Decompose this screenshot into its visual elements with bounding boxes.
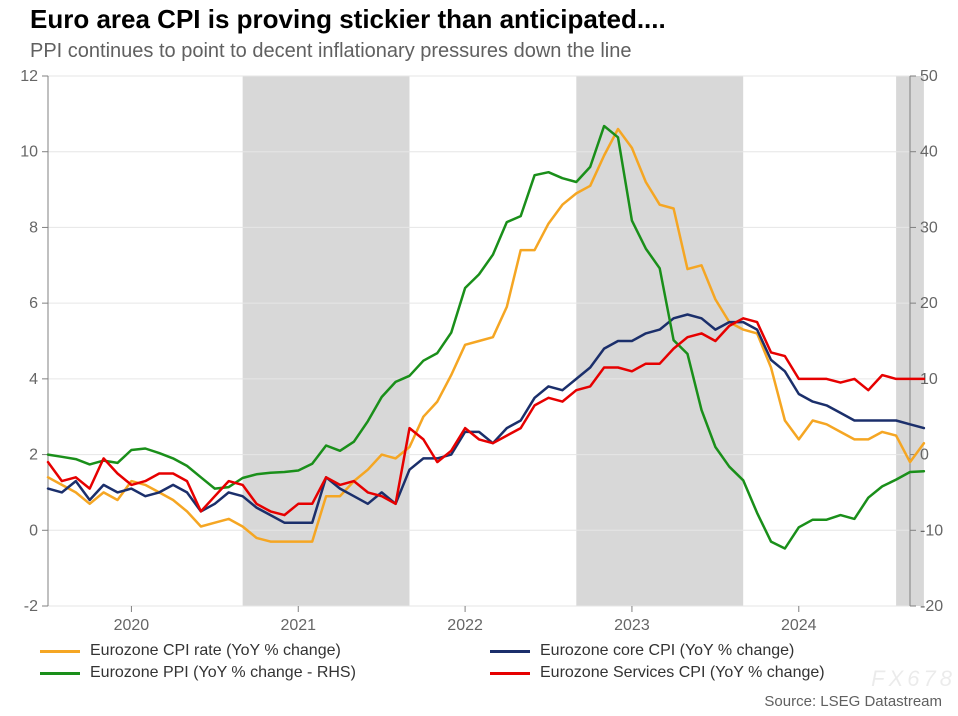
chart-legend: Eurozone CPI rate (YoY % change) Eurozone…	[40, 640, 940, 684]
chart-title: Euro area CPI is proving stickier than a…	[30, 4, 666, 35]
svg-text:4: 4	[29, 371, 38, 388]
chart-subtitle: PPI continues to point to decent inflati…	[30, 40, 631, 63]
legend-label: Eurozone CPI rate (YoY % change)	[90, 642, 341, 660]
svg-text:12: 12	[20, 70, 38, 85]
svg-text:20: 20	[920, 295, 938, 312]
svg-text:2020: 2020	[114, 617, 150, 634]
svg-text:10: 10	[20, 144, 38, 161]
chart-source: Source: LSEG Datastream	[764, 693, 942, 710]
svg-text:-10: -10	[920, 522, 943, 539]
svg-text:30: 30	[920, 219, 938, 236]
legend-label: Eurozone Services CPI (YoY % change)	[540, 664, 825, 682]
legend-label: Eurozone core CPI (YoY % change)	[540, 642, 794, 660]
legend-swatch	[490, 672, 530, 675]
svg-text:-20: -20	[920, 598, 943, 615]
svg-text:-2: -2	[24, 598, 38, 615]
svg-text:2023: 2023	[614, 617, 650, 634]
legend-swatch	[490, 650, 530, 653]
legend-swatch	[40, 672, 80, 675]
svg-text:50: 50	[920, 70, 938, 85]
legend-row: Eurozone PPI (YoY % change - RHS) Eurozon…	[40, 662, 940, 684]
svg-text:2021: 2021	[280, 617, 316, 634]
chart-svg: -2024681012-20-1001020304050202020212022…	[0, 70, 958, 640]
svg-text:40: 40	[920, 144, 938, 161]
legend-item: Eurozone PPI (YoY % change - RHS)	[40, 662, 490, 684]
svg-text:0: 0	[29, 522, 38, 539]
legend-label: Eurozone PPI (YoY % change - RHS)	[90, 664, 356, 682]
legend-swatch	[40, 650, 80, 653]
legend-item: Eurozone core CPI (YoY % change)	[490, 640, 940, 662]
svg-text:2: 2	[29, 447, 38, 464]
chart-container: Euro area CPI is proving stickier than a…	[0, 0, 958, 716]
legend-item: Eurozone Services CPI (YoY % change)	[490, 662, 940, 684]
legend-row: Eurozone CPI rate (YoY % change) Eurozone…	[40, 640, 940, 662]
chart-plot-area: -2024681012-20-1001020304050202020212022…	[0, 70, 958, 640]
svg-text:0: 0	[920, 447, 929, 464]
svg-text:6: 6	[29, 295, 38, 312]
svg-text:8: 8	[29, 219, 38, 236]
svg-text:2024: 2024	[781, 617, 817, 634]
legend-item: Eurozone CPI rate (YoY % change)	[40, 640, 490, 662]
svg-text:2022: 2022	[447, 617, 483, 634]
